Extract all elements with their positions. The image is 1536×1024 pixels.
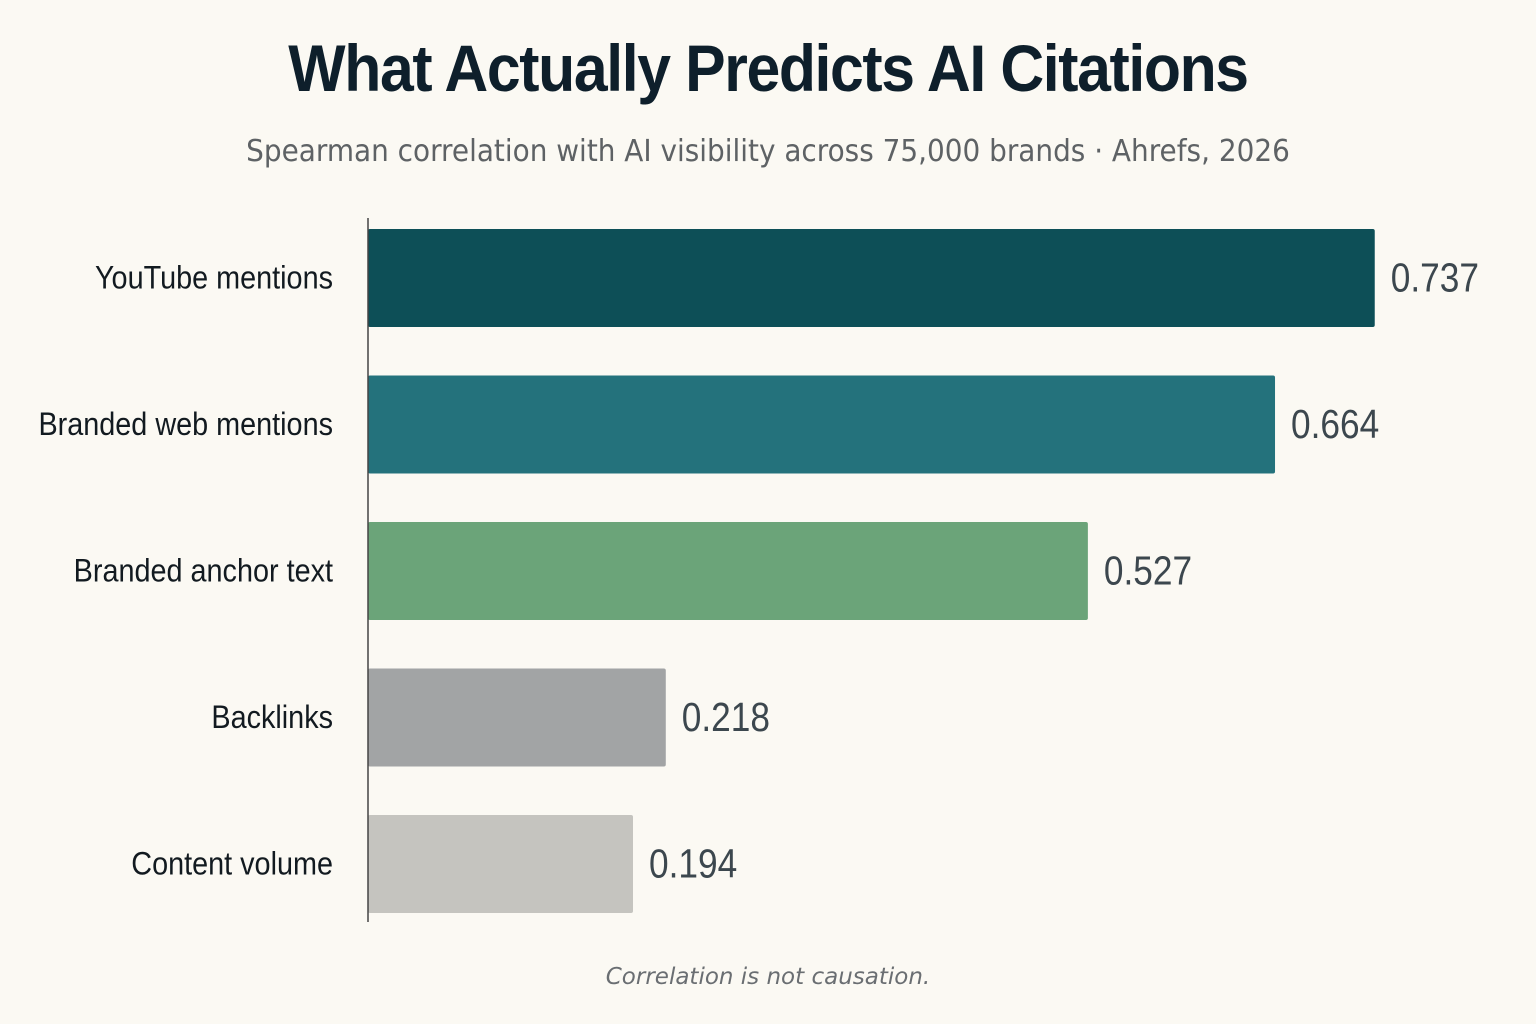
bar-youtube-mentions xyxy=(368,229,1375,327)
category-label: Branded web mentions xyxy=(38,407,333,443)
category-label: Content volume xyxy=(131,846,333,882)
bar-branded-web-mentions xyxy=(368,375,1276,474)
footnote: Correlation is not causation. xyxy=(605,964,931,990)
bar-branded-anchor-text xyxy=(368,522,1088,620)
category-label: YouTube mentions xyxy=(95,260,333,296)
value-label: 0.218 xyxy=(682,694,770,740)
chart-subtitle: Spearman correlation with AI visibility … xyxy=(246,134,1290,169)
bar-backlinks xyxy=(368,668,666,767)
category-label: Backlinks xyxy=(211,700,333,736)
value-label: 0.664 xyxy=(1291,401,1379,447)
bars-group: YouTube mentions 0.737 Branded web mention… xyxy=(38,229,1479,913)
value-label: 0.527 xyxy=(1104,548,1192,594)
value-label: 0.737 xyxy=(1391,255,1479,301)
bar-content-volume xyxy=(368,815,634,913)
chart-title: What Actually Predicts AI Citations xyxy=(288,31,1249,105)
value-label: 0.194 xyxy=(649,841,737,887)
category-label: Branded anchor text xyxy=(74,553,334,589)
